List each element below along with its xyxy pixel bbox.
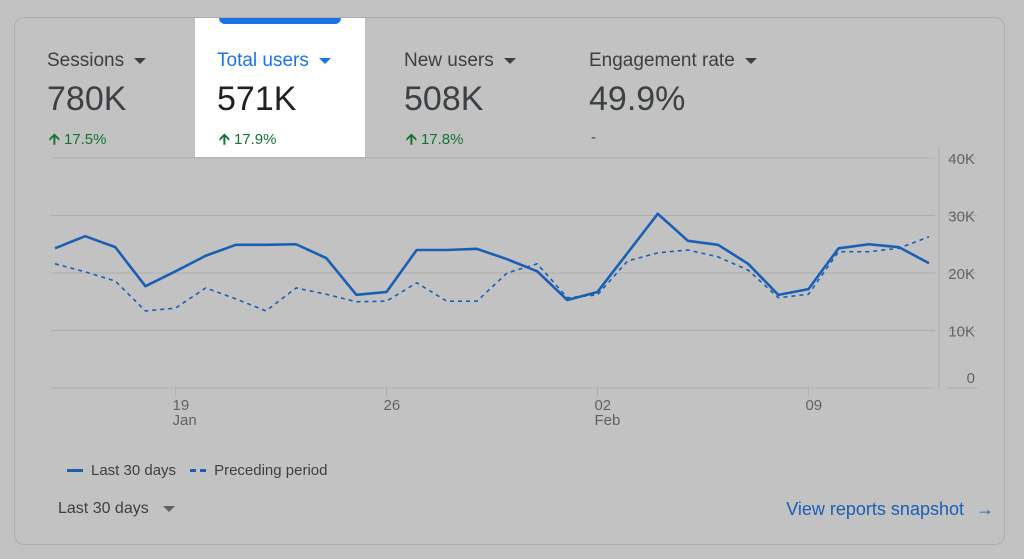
y-tick-label: 20K	[948, 266, 975, 283]
metric-change: 🡩 17.9%	[219, 131, 277, 148]
metric-tab-sessions[interactable]: Sessions 780K 🡩 17.5%	[15, 18, 195, 157]
metric-tab-engagement-rate[interactable]: Engagement rate 49.9% -	[557, 18, 777, 157]
metric-value: 571K	[217, 80, 297, 118]
last-30-days-line	[54, 212, 930, 302]
caret-down-icon	[744, 57, 757, 64]
metric-tab-new-users[interactable]: New users 508K 🡩 17.8%	[372, 18, 557, 157]
caret-down-icon	[134, 57, 147, 64]
arrow-right-icon: →	[976, 499, 994, 519]
y-tick-label: 0	[967, 370, 975, 387]
metric-label[interactable]: Sessions	[47, 50, 147, 72]
arrow-up-icon: 🡩	[49, 131, 60, 148]
metric-value: 49.9%	[589, 80, 686, 118]
caret-down-icon	[503, 57, 516, 64]
solid-line-swatch	[67, 469, 83, 472]
preceding-period-line	[54, 236, 930, 312]
arrow-up-icon: 🡩	[219, 131, 230, 148]
x-tick-label: 19	[173, 397, 190, 414]
dashed-line-swatch	[190, 469, 207, 472]
caret-down-icon	[162, 505, 175, 512]
overview-card: Sessions 780K 🡩 17.5% Total users 571K 🡩 17.9…	[14, 17, 1005, 545]
legend-item-last-30-days: Last 30 days	[67, 462, 176, 479]
metric-change: -	[591, 129, 596, 146]
view-reports-snapshot-link[interactable]: View reports snapshot →	[786, 499, 994, 519]
metric-value: 780K	[47, 80, 127, 118]
metric-tab-total-users[interactable]: Total users 571K 🡩 17.9%	[195, 18, 365, 157]
metric-change: 🡩 17.5%	[49, 131, 107, 148]
arrow-up-icon: 🡩	[406, 131, 417, 148]
x-tick-label: 09	[805, 397, 822, 414]
date-range-dropdown[interactable]: Last 30 days	[58, 500, 175, 518]
y-tick-label: 40K	[948, 151, 975, 168]
x-tick-label: 02	[594, 397, 611, 414]
legend-item-preceding-period: Preceding period	[190, 462, 327, 479]
metric-label[interactable]: New users	[404, 50, 516, 72]
metric-label[interactable]: Engagement rate	[589, 50, 757, 72]
x-tick-sublabel: Jan	[173, 412, 197, 429]
caret-down-icon	[318, 57, 331, 64]
y-tick-label: 10K	[948, 324, 975, 341]
chart-legend: Last 30 days Preceding period	[67, 462, 327, 479]
active-indicator	[219, 18, 341, 24]
x-tick-label: 26	[384, 397, 401, 414]
metric-label[interactable]: Total users	[217, 50, 331, 72]
metric-value: 508K	[404, 80, 484, 118]
x-tick-sublabel: Feb	[594, 412, 620, 429]
metric-change: 🡩 17.8%	[406, 131, 464, 148]
y-tick-label: 30K	[948, 209, 975, 226]
